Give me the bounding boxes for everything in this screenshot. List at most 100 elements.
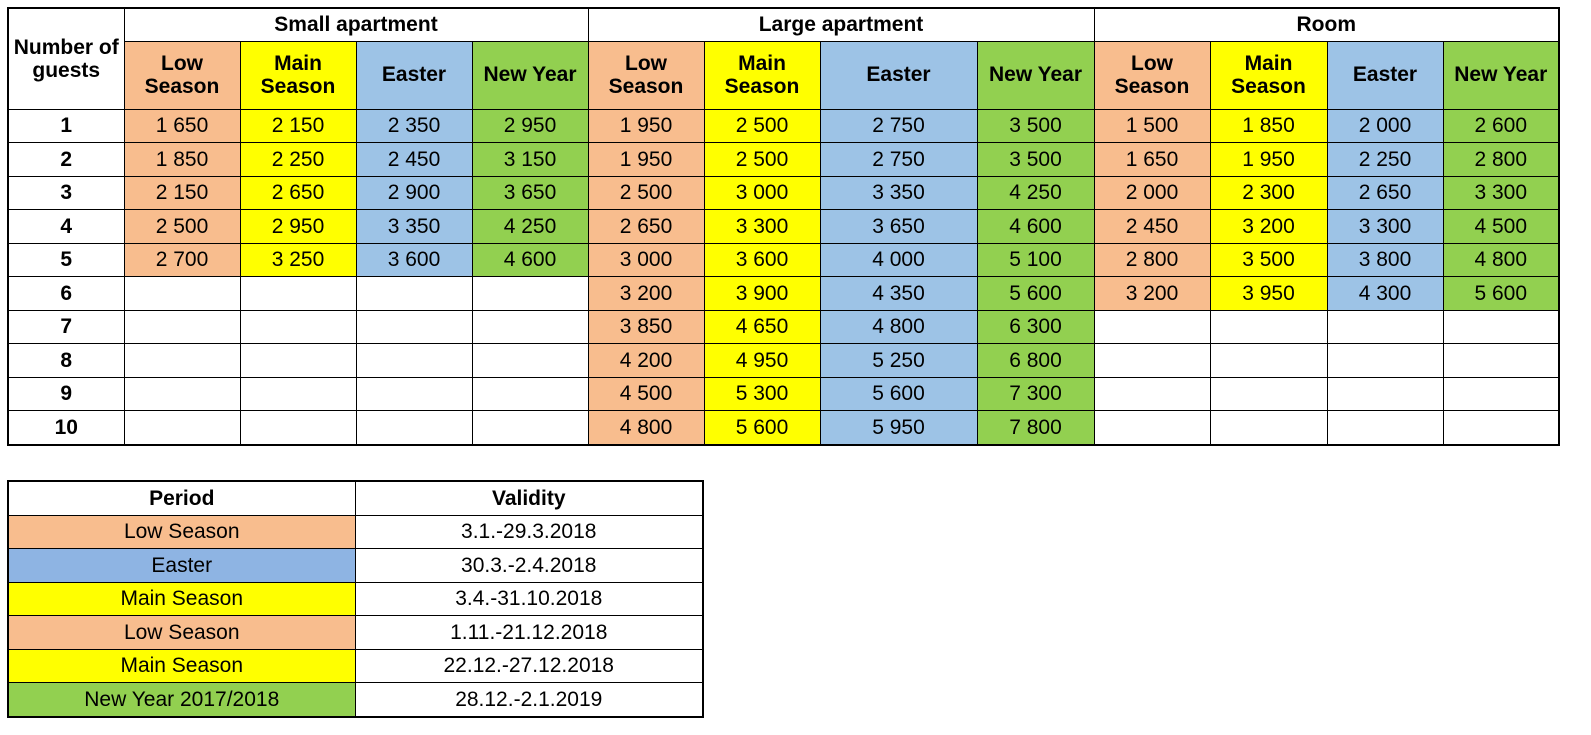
price-cell-large-easter: 3 350 xyxy=(819,175,978,210)
guest-count-cell: 10 xyxy=(7,410,125,445)
price-cell-room-easter: 2 650 xyxy=(1326,175,1444,210)
price-cell-room-easter: 3 300 xyxy=(1326,209,1444,244)
price-cell-room-easter: 3 800 xyxy=(1326,242,1444,277)
period-table-body: Low Season 3.1.-29.3.2018 Easter 30.3.-2.4.… xyxy=(7,514,704,717)
price-cell-room-low xyxy=(1093,343,1211,378)
table-row: 9 4 500 5 300 5 600 7 300 xyxy=(7,376,1560,411)
period-table: Period Validity Low Season 3.1.-29.3.2018… xyxy=(7,480,704,718)
price-cell-room-main xyxy=(1209,376,1328,411)
price-cell-room-main: 3 950 xyxy=(1209,276,1328,311)
price-cell-large-low: 1 950 xyxy=(587,142,705,177)
price-cell-small-low xyxy=(123,376,241,411)
season-header-main: Main Season xyxy=(1209,40,1328,110)
validity-cell: 28.12.-2.1.2019 xyxy=(354,682,704,717)
price-cell-small-low xyxy=(123,276,241,311)
table-row: Main Season 3.4.-31.10.2018 xyxy=(7,581,704,616)
price-cell-room-main xyxy=(1209,309,1328,344)
price-cell-large-low: 4 800 xyxy=(587,410,705,445)
price-cell-small-ny xyxy=(471,276,589,311)
group-header-small-apartment: Small apartment xyxy=(123,7,589,42)
price-cell-small-main: 2 950 xyxy=(239,209,357,244)
price-cell-room-low: 3 200 xyxy=(1093,276,1211,311)
price-cell-large-ny: 5 100 xyxy=(976,242,1095,277)
price-cell-small-ny xyxy=(471,343,589,378)
price-cell-large-low: 4 500 xyxy=(587,376,705,411)
price-cell-large-main: 4 650 xyxy=(703,309,821,344)
season-header-easter: Easter xyxy=(355,40,473,110)
price-cell-room-easter xyxy=(1326,376,1444,411)
price-cell-large-easter: 2 750 xyxy=(819,142,978,177)
price-cell-large-main: 2 500 xyxy=(703,108,821,143)
price-cell-room-easter: 4 300 xyxy=(1326,276,1444,311)
price-cell-room-easter xyxy=(1326,410,1444,445)
price-cell-small-low: 1 850 xyxy=(123,142,241,177)
price-cell-large-main: 4 950 xyxy=(703,343,821,378)
price-cell-small-ny: 2 950 xyxy=(471,108,589,143)
price-cell-room-low: 2 000 xyxy=(1093,175,1211,210)
price-cell-small-easter: 3 600 xyxy=(355,242,473,277)
price-cell-small-low: 1 650 xyxy=(123,108,241,143)
price-cell-room-easter: 2 250 xyxy=(1326,142,1444,177)
price-cell-large-main: 3 300 xyxy=(703,209,821,244)
price-cell-small-main xyxy=(239,410,357,445)
price-cell-large-easter: 4 000 xyxy=(819,242,978,277)
price-cell-large-ny: 7 300 xyxy=(976,376,1095,411)
price-cell-small-low xyxy=(123,410,241,445)
validity-header: Validity xyxy=(354,480,704,516)
guests-header: Number of guests xyxy=(7,7,125,110)
price-cell-small-ny: 4 250 xyxy=(471,209,589,244)
price-cell-room-ny: 2 600 xyxy=(1442,108,1560,143)
price-cell-small-main: 3 250 xyxy=(239,242,357,277)
price-cell-large-low: 2 650 xyxy=(587,209,705,244)
price-cell-room-low xyxy=(1093,376,1211,411)
validity-cell: 30.3.-2.4.2018 xyxy=(354,548,704,583)
price-cell-large-easter: 5 600 xyxy=(819,376,978,411)
price-cell-small-easter xyxy=(355,276,473,311)
price-cell-large-ny: 6 300 xyxy=(976,309,1095,344)
price-cell-small-low: 2 500 xyxy=(123,209,241,244)
table-row: Low Season 1.11.-21.12.2018 xyxy=(7,615,704,650)
period-cell: New Year 2017/2018 xyxy=(7,682,356,717)
price-cell-large-low: 3 000 xyxy=(587,242,705,277)
price-cell-small-ny xyxy=(471,376,589,411)
price-cell-room-ny xyxy=(1442,343,1560,378)
price-cell-small-easter: 2 350 xyxy=(355,108,473,143)
season-header-new-year: New Year xyxy=(976,40,1095,110)
price-cell-large-low: 1 950 xyxy=(587,108,705,143)
price-cell-room-ny: 4 800 xyxy=(1442,242,1560,277)
price-cell-small-ny xyxy=(471,309,589,344)
price-cell-small-ny: 3 150 xyxy=(471,142,589,177)
season-header-new-year: New Year xyxy=(1442,40,1560,110)
price-cell-small-easter: 2 450 xyxy=(355,142,473,177)
guest-count-cell: 5 xyxy=(7,242,125,277)
table-row: 10 4 800 5 600 5 950 7 800 xyxy=(7,410,1560,445)
guest-count-cell: 3 xyxy=(7,175,125,210)
period-cell: Easter xyxy=(7,548,356,583)
price-cell-large-low: 3 850 xyxy=(587,309,705,344)
price-cell-small-easter: 2 900 xyxy=(355,175,473,210)
season-header-low: Low Season xyxy=(123,40,241,110)
guest-count-cell: 1 xyxy=(7,108,125,143)
price-cell-small-main xyxy=(239,343,357,378)
price-cell-room-easter xyxy=(1326,343,1444,378)
price-cell-large-ny: 5 600 xyxy=(976,276,1095,311)
validity-cell: 1.11.-21.12.2018 xyxy=(354,615,704,650)
season-header-new-year: New Year xyxy=(471,40,589,110)
price-cell-small-low xyxy=(123,309,241,344)
table-row: Low Season 3.1.-29.3.2018 xyxy=(7,514,704,549)
price-cell-small-easter: 3 350 xyxy=(355,209,473,244)
price-cell-room-main: 2 300 xyxy=(1209,175,1328,210)
guest-count-cell: 6 xyxy=(7,276,125,311)
table-row: Easter 30.3.-2.4.2018 xyxy=(7,548,704,583)
price-cell-large-ny: 6 800 xyxy=(976,343,1095,378)
price-cell-room-main xyxy=(1209,343,1328,378)
price-cell-large-low: 3 200 xyxy=(587,276,705,311)
season-header-main: Main Season xyxy=(703,40,821,110)
price-cell-room-low: 1 500 xyxy=(1093,108,1211,143)
price-cell-room-main: 1 950 xyxy=(1209,142,1328,177)
price-cell-room-ny: 4 500 xyxy=(1442,209,1560,244)
